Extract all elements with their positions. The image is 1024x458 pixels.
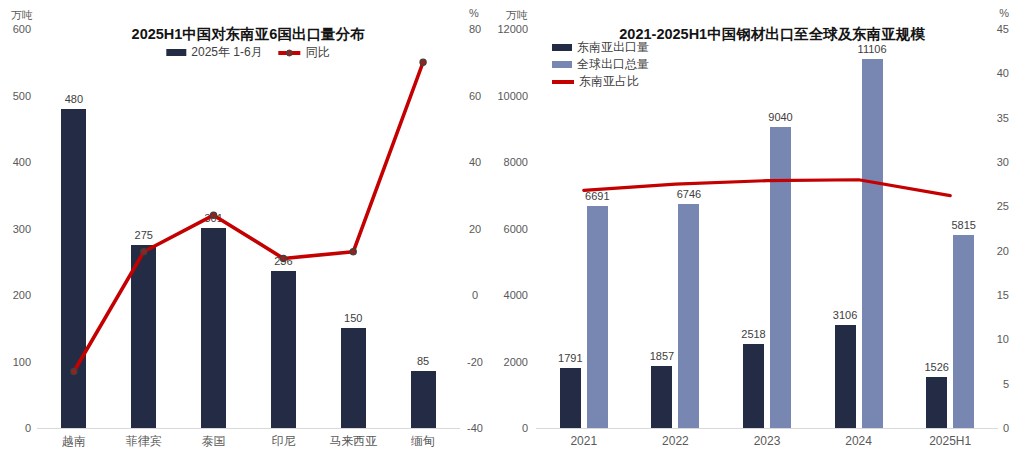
y-axis-left-label: 12000 xyxy=(468,22,528,36)
right-chart-title: 2021-2025H1中国钢材出口至全球及东南亚规模 xyxy=(619,25,924,44)
bar-value-label: 6746 xyxy=(677,188,701,201)
legend-bar2-label: 全球出口总量 xyxy=(577,56,649,73)
left-chart-unit-left: 万吨 xyxy=(0,8,33,22)
bar-value-label: 480 xyxy=(65,93,83,106)
bar xyxy=(411,371,436,428)
bar xyxy=(953,235,974,428)
y-axis-left-label: 400 xyxy=(0,155,31,169)
steel-export-charts: 2025H1中国对东南亚6国出口量分布 2021-2025H1中国钢材出口至全球… xyxy=(0,0,1024,458)
y-axis-left-label: 0 xyxy=(468,421,528,435)
y-axis-left-label: 2000 xyxy=(468,355,528,369)
x-axis-label: 2024 xyxy=(845,434,872,448)
legend-bar1-label: 东南亚出口量 xyxy=(577,39,649,56)
y-axis-right-label: 45 xyxy=(949,22,1009,36)
bar-value-label: 150 xyxy=(344,312,362,325)
bar-value-label: 2518 xyxy=(741,328,765,341)
bar xyxy=(835,325,856,428)
bar-value-label: 6691 xyxy=(585,190,609,203)
x-axis-label: 越南 xyxy=(62,434,86,448)
y-axis-left-label: 6000 xyxy=(468,222,528,236)
bar-value-label: 275 xyxy=(135,229,153,242)
x-axis-label: 2023 xyxy=(754,434,781,448)
x-axis-label: 2025H1 xyxy=(929,434,971,448)
left-chart-legend: 2025年 1-6月 同比 xyxy=(166,44,329,61)
right-chart-legend-bar1: 东南亚出口量 xyxy=(552,39,649,56)
bar-value-label: 1526 xyxy=(924,361,948,374)
x-axis-label: 菲律宾 xyxy=(126,434,162,448)
right-chart-legend-bar2: 全球出口总量 xyxy=(552,56,649,73)
bar xyxy=(131,245,156,428)
bar xyxy=(201,228,226,428)
bar-value-label: 1791 xyxy=(558,352,582,365)
x-axis-line xyxy=(37,428,460,429)
y-axis-right-label: 35 xyxy=(949,111,1009,125)
right-chart-unit-right: % xyxy=(949,6,1009,20)
y-axis-right-label: 25 xyxy=(949,199,1009,213)
y-axis-right-label: 30 xyxy=(949,155,1009,169)
legend-line2-swatch xyxy=(552,80,574,84)
x-axis-label: 2022 xyxy=(662,434,689,448)
legend-bar1-swatch xyxy=(552,44,572,51)
bar-value-label: 236 xyxy=(274,255,292,268)
x-axis-label: 2021 xyxy=(570,434,597,448)
bar xyxy=(651,366,672,428)
y-axis-left-label: 500 xyxy=(0,89,31,103)
bar xyxy=(862,59,883,428)
trend-line xyxy=(584,180,950,196)
legend-line2-label: 东南亚占比 xyxy=(579,73,639,90)
bar xyxy=(560,368,581,428)
bar-value-label: 9040 xyxy=(768,111,792,124)
y-axis-left-label: 4000 xyxy=(468,288,528,302)
line-marker xyxy=(420,59,426,65)
bar xyxy=(587,206,608,428)
bar xyxy=(926,377,947,428)
x-axis-label: 缅甸 xyxy=(411,434,435,448)
bar xyxy=(61,109,86,428)
trend-line xyxy=(74,62,423,371)
bar-value-label: 11106 xyxy=(858,43,887,56)
bar-value-label: 1857 xyxy=(650,350,674,363)
x-axis-line xyxy=(536,428,998,429)
line-marker xyxy=(350,249,356,255)
left-chart-title: 2025H1中国对东南亚6国出口量分布 xyxy=(132,25,365,44)
legend-line-marker xyxy=(286,49,293,56)
legend-bar2-swatch xyxy=(552,61,572,68)
y-axis-right-label: 40 xyxy=(949,66,1009,80)
y-axis-left-label: 200 xyxy=(0,288,31,302)
y-axis-left-label: 0 xyxy=(0,421,31,435)
x-axis-label: 印尼 xyxy=(271,434,295,448)
legend-bar-swatch xyxy=(166,49,186,56)
bar-value-label: 3106 xyxy=(833,309,857,322)
bar xyxy=(770,127,791,428)
bar xyxy=(678,204,699,428)
y-axis-left-label: 10000 xyxy=(468,89,528,103)
y-axis-left-label: 8000 xyxy=(468,155,528,169)
right-chart-unit-left: 万吨 xyxy=(468,8,528,22)
legend-bar-label: 2025年 1-6月 xyxy=(191,44,262,61)
y-axis-left-label: 600 xyxy=(0,22,31,36)
bar xyxy=(341,328,366,428)
bar xyxy=(743,344,764,428)
x-axis-label: 泰国 xyxy=(202,434,226,448)
bar-value-label: 5815 xyxy=(951,219,975,232)
bar-value-label: 85 xyxy=(417,355,429,368)
legend-line-swatch xyxy=(279,51,301,55)
legend-line-label: 同比 xyxy=(306,44,330,61)
x-axis-label: 马来西亚 xyxy=(329,434,377,448)
bar-value-label: 301 xyxy=(204,212,222,225)
y-axis-left-label: 300 xyxy=(0,222,31,236)
y-axis-left-label: 100 xyxy=(0,355,31,369)
right-chart-legend-line: 东南亚占比 xyxy=(552,73,639,90)
bar xyxy=(271,271,296,428)
